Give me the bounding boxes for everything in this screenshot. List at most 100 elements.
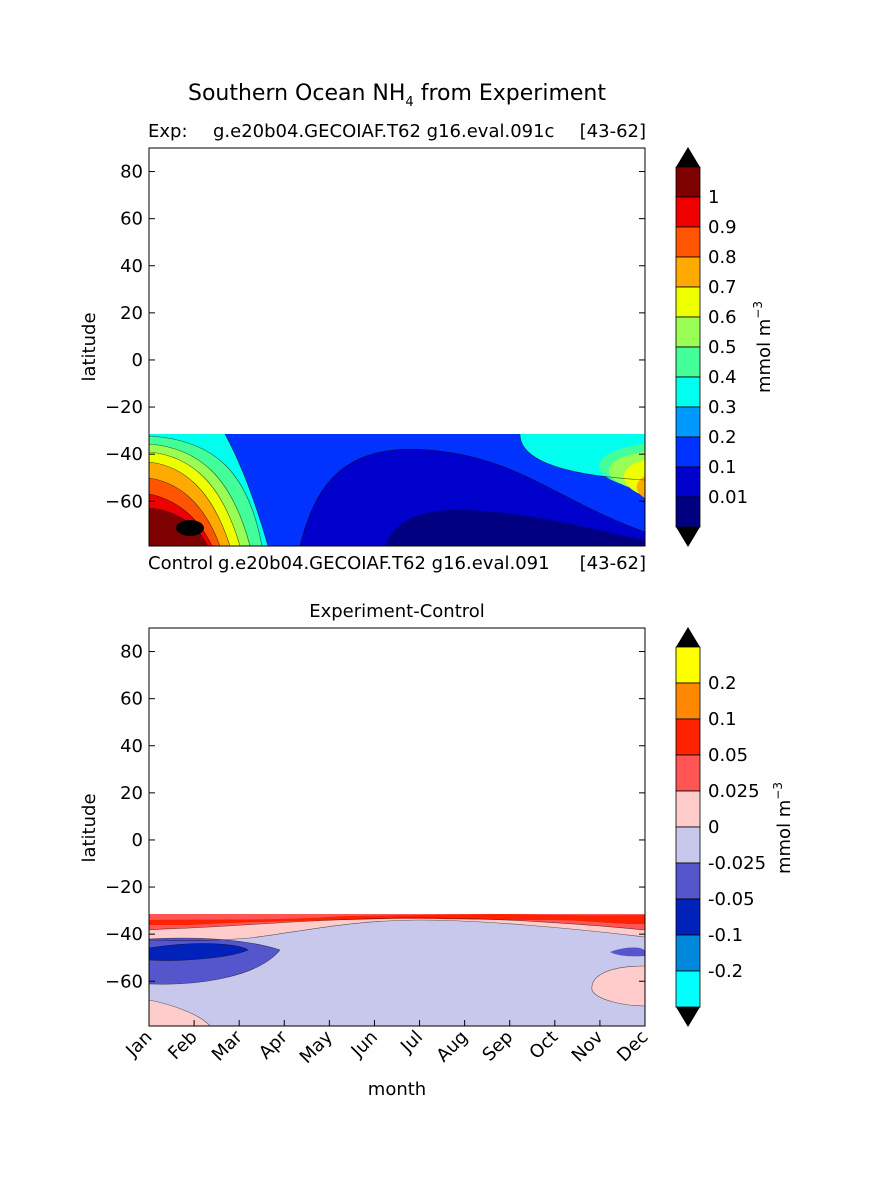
panel2-contour-lines — [149, 917, 645, 1026]
panel1-colorbar-tick-label: 0.2 — [708, 427, 737, 448]
panel1-colorbar-tick-label: 0.6 — [708, 307, 737, 328]
panel1-colorbar-extend-max — [676, 147, 700, 167]
panel2-xtick-label: Aug — [432, 1027, 472, 1067]
panel2-colorbar-swatch — [675, 646, 701, 684]
panel2-xtick-label: Jun — [347, 1027, 382, 1062]
contour-band-0.7-right — [636, 476, 645, 498]
panel2-xtick-label: Dec — [613, 1027, 652, 1066]
panel2-xaxis: Jan Feb Mar Apr May Jun Jul Aug Sep Oct Nov Dec — [121, 1020, 653, 1068]
panel1-colorbar-tick-label: 0.4 — [708, 367, 737, 388]
panel1-colorbar-swatch — [675, 166, 701, 198]
panel1-colorbar-swatch — [675, 406, 701, 438]
panel1-ytick-label: 0 — [132, 350, 143, 371]
panel2-colorbar-swatch — [675, 682, 701, 720]
panel2-ytick-label: −60 — [105, 971, 143, 992]
contour-band-0.05 — [149, 914, 645, 925]
contour-band-low — [385, 509, 645, 546]
panel2-xtick-label: May — [296, 1026, 337, 1067]
panel2-xtick-label: Jan — [121, 1027, 156, 1062]
panel1-colorbar-swatch — [675, 256, 701, 288]
panel2-colorbar-swatch — [675, 718, 701, 756]
panel2-control-case-name: g.e20b04.GECOIAF.T62 g16.eval.091 — [218, 553, 550, 574]
panel1-colorbar-tick-label: 0.5 — [708, 337, 737, 358]
panel1-colorbar: 1 0.9 0.8 0.7 0.6 0.5 0.4 0.3 0.2 0.1 0.01 — [675, 147, 748, 547]
panel2-yaxis: 80 60 40 20 0 −20 −40 −60 — [105, 642, 645, 992]
panel1-yaxis: 80 60 40 20 0 −20 −40 −60 — [105, 162, 645, 512]
panel2-title: Experiment-Control — [309, 601, 485, 622]
panel1-colorbar-swatch — [675, 226, 701, 258]
panel1-colorbar-tick-label: 0.7 — [708, 277, 737, 298]
panel2-colorbar-swatch — [675, 826, 701, 864]
panel2-xtick-label: Feb — [164, 1027, 201, 1064]
panel2-colorbar-swatch — [675, 862, 701, 900]
panel1-ytick-label: 40 — [120, 256, 143, 277]
panel1-colorbar-tick-label: 1 — [708, 187, 719, 208]
panel2-colorbar-extend-min — [676, 1007, 700, 1027]
panel1-ytick-label: −60 — [105, 491, 143, 512]
panel2-year-range: [43-62] — [580, 553, 646, 574]
panel1-colorbar-swatch — [675, 436, 701, 468]
panel1-contour-field — [149, 433, 645, 546]
panel2-colorbar-tick-label: -0.025 — [708, 853, 766, 874]
panel1-colorbar-swatch — [675, 346, 701, 378]
panel2-colorbar-swatch — [675, 754, 701, 792]
panel1-exp-label: Exp: — [148, 121, 188, 142]
panel1-ytick-label: −40 — [105, 444, 143, 465]
panel2-colorbar-tick-label: 0.025 — [708, 781, 760, 802]
panel2-xtick-label: Mar — [208, 1026, 247, 1065]
panel1-colorbar-tick-label: 0.9 — [708, 217, 737, 238]
contour-band--0.05-right — [610, 947, 645, 957]
panel1-ytick-label: 60 — [120, 209, 143, 230]
contour-band-max — [176, 520, 204, 536]
panel1-colorbar-swatch — [675, 496, 701, 528]
panel2-xtick-label: Sep — [478, 1027, 517, 1066]
panel1-case-name: g.e20b04.GECOIAF.T62 g16.eval.091c — [213, 121, 554, 142]
panel2-colorbar-tick-label: 0.2 — [708, 673, 737, 694]
panel2-colorbar-swatch — [675, 934, 701, 972]
contour-band-0-lower — [149, 1000, 210, 1026]
panel2-control-label: Control — [148, 553, 213, 574]
panel1-colorbar-tick-label: 0.3 — [708, 397, 737, 418]
panel1-ytick-label: 20 — [120, 303, 143, 324]
panel2-colorbar-label: mmol m−3 — [771, 782, 795, 874]
panel1-ytick-label: 80 — [120, 162, 143, 183]
panel2-xlabel: month — [368, 1079, 426, 1100]
panel1-colorbar-swatch — [675, 316, 701, 348]
panel1-year-range: [43-62] — [580, 121, 646, 142]
panel2-axes-frame — [148, 627, 646, 1027]
panel2-colorbar-tick-label: 0 — [708, 817, 719, 838]
panel2-xtick-label: Oct — [525, 1027, 562, 1064]
panel2-colorbar-extend-max — [676, 627, 700, 647]
panel2-colorbar-swatch — [675, 790, 701, 828]
panel2-colorbar-swatch — [675, 970, 701, 1008]
panel2-ylabel: latitude — [79, 793, 100, 862]
panel1-colorbar-extend-min — [676, 527, 700, 547]
panel2-colorbar-tick-label: -0.1 — [708, 925, 743, 946]
panel2-ytick-label: 60 — [120, 689, 143, 710]
panel2-colorbar-tick-label: 0.05 — [708, 745, 748, 766]
panel2-ytick-label: 20 — [120, 783, 143, 804]
panel1-colorbar-label: mmol m−3 — [751, 301, 775, 393]
panel1-ylabel: latitude — [79, 312, 100, 381]
panel1-colorbar-swatch — [675, 196, 701, 228]
panel1-colorbar-tick-label: 0.8 — [708, 247, 737, 268]
panel1-ytick-label: −20 — [105, 397, 143, 418]
panel2-colorbar-swatch — [675, 898, 701, 936]
figure-title: Southern Ocean NH4 from Experiment — [188, 81, 606, 110]
panel1-colorbar-swatch — [675, 286, 701, 318]
panel1-colorbar-tick-label: 0.1 — [708, 457, 737, 478]
panel1-axes-frame — [148, 147, 646, 547]
panel2-ytick-label: 0 — [132, 830, 143, 851]
panel2-colorbar-tick-label: 0.1 — [708, 709, 737, 730]
panel1-contour-lines — [149, 433, 645, 546]
panel2-ytick-label: 40 — [120, 736, 143, 757]
panel1-colorbar-swatch — [675, 466, 701, 498]
panel1-colorbar-tick-label: 0.01 — [708, 487, 748, 508]
panel2-xtick-label: Apr — [255, 1026, 292, 1063]
panel2-contour-field — [149, 914, 645, 1026]
contour-band-0-right — [591, 966, 645, 1006]
panel2-colorbar: 0.2 0.1 0.05 0.025 0 -0.025 -0.05 -0.1 -0.2 — [675, 627, 766, 1027]
panel2-xtick-label: Jul — [396, 1027, 427, 1058]
panel2-ytick-label: 80 — [120, 642, 143, 663]
